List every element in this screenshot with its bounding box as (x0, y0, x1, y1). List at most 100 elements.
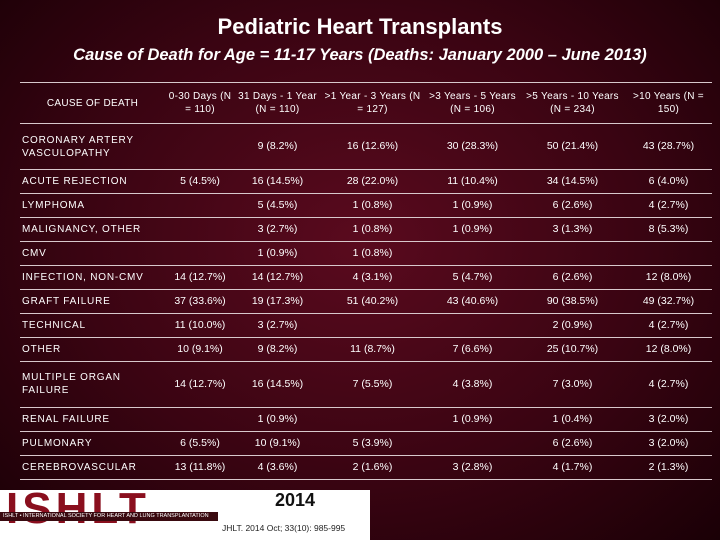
cell: >3 Years - 5 Years (N = 106) (425, 82, 520, 124)
cell: 4 (3.8%) (425, 360, 520, 409)
cell: 1 (0.8%) (320, 193, 425, 219)
cell (320, 312, 425, 338)
cell: 28 (22.0%) (320, 169, 425, 195)
cell: 14 (12.7%) (165, 265, 235, 290)
row-label: INFECTION, NON-CMV (20, 265, 165, 290)
cell: 51 (40.2%) (320, 288, 425, 314)
cell: 12 (8.0%) (625, 265, 712, 290)
cell: 1 (0.9%) (235, 241, 320, 267)
table-row: MALIGNANCY, OTHER 3 (2.7%) 1 (0.8%) 1 (0.9%… (20, 217, 712, 243)
cell: 16 (12.6%) (320, 122, 425, 171)
cell (425, 430, 520, 456)
cell: 10 (9.1%) (235, 430, 320, 456)
cell: 9 (8.2%) (235, 122, 320, 171)
cell: 4 (2.7%) (625, 193, 712, 219)
table-row: CMV 1 (0.9%) 1 (0.8%) (20, 241, 712, 267)
cell: 5 (4.7%) (425, 265, 520, 290)
row-label: CMV (20, 241, 165, 267)
table-row: GRAFT FAILURE 37 (33.6%) 19 (17.3%) 51 (40.… (20, 288, 712, 314)
table-row: CEREBROVASCULAR 13 (11.8%) 4 (3.6%) 2 (1.6%… (20, 454, 712, 481)
cell: 6 (5.5%) (165, 430, 235, 456)
cell (165, 217, 235, 243)
cell: 11 (10.4%) (425, 169, 520, 195)
row-label: PULMONARY (20, 430, 165, 456)
cell: 1 (0.8%) (320, 217, 425, 243)
cell: 3 (2.7%) (235, 312, 320, 338)
cell: 1 (0.8%) (320, 241, 425, 267)
cell: 14 (12.7%) (165, 360, 235, 409)
subtitle: Cause of Death for Age = 11-17 Years (De… (73, 46, 647, 64)
cell: 6 (2.6%) (520, 193, 625, 219)
cell: 4 (2.7%) (625, 312, 712, 338)
cell: 5 (4.5%) (235, 193, 320, 219)
data-table: CAUSE OF DEATH 0-30 Days (N = 110) 31 Days… (20, 82, 712, 481)
citation: JHLT. 2014 Oct; 33(10): 985-995 (222, 523, 346, 533)
table-row: OTHER 10 (9.1%) 9 (8.2%) 11 (8.7%) 7 (6.6%) 2… (20, 336, 712, 362)
table-row: INFECTION, NON-CMV 14 (12.7%) 14 (12.7%) 4 … (20, 265, 712, 290)
header-row: CAUSE OF DEATH 0-30 Days (N = 110) 31 Days… (20, 82, 712, 124)
cell: 11 (10.0%) (165, 312, 235, 338)
row-label: MULTIPLE ORGAN FAILURE (20, 360, 165, 409)
row-label: LYMPHOMA (20, 193, 165, 219)
cell: 0-30 Days (N = 110) (165, 82, 235, 124)
cell (520, 241, 625, 267)
cell: 16 (14.5%) (235, 360, 320, 409)
cell: 4 (3.1%) (320, 265, 425, 290)
cell: 4 (3.6%) (235, 454, 320, 481)
cell: 49 (32.7%) (625, 288, 712, 314)
cell (320, 407, 425, 432)
cell: 3 (1.3%) (520, 217, 625, 243)
cell: 19 (17.3%) (235, 288, 320, 314)
row-label: CAUSE OF DEATH (20, 82, 165, 124)
cell: 1 (0.4%) (520, 407, 625, 432)
cell: 11 (8.7%) (320, 336, 425, 362)
table-row: TECHNICAL 11 (10.0%) 3 (2.7%) 2 (0.9%) 4 (2.… (20, 312, 712, 338)
cell: 6 (2.6%) (520, 265, 625, 290)
row-label: RENAL FAILURE (20, 407, 165, 432)
row-label: CEREBROVASCULAR (20, 454, 165, 481)
year: 2014 (274, 490, 316, 510)
cell: 37 (33.6%) (165, 288, 235, 314)
cell: 10 (9.1%) (165, 336, 235, 362)
cell: 6 (4.0%) (625, 169, 712, 195)
society-name: ISHLT • INTERNATIONAL SOCIETY FOR HEART … (0, 512, 218, 521)
cell: 7 (3.0%) (520, 360, 625, 409)
cell: 90 (38.5%) (520, 288, 625, 314)
table-row: LYMPHOMA 5 (4.5%) 1 (0.8%) 1 (0.9%) 6 (2.6%)… (20, 193, 712, 219)
cell: 4 (2.7%) (625, 360, 712, 409)
cell (425, 241, 520, 267)
cell: 1 (0.9%) (425, 217, 520, 243)
cell: 6 (2.6%) (520, 430, 625, 456)
cell: 1 (0.9%) (425, 407, 520, 432)
cell (425, 312, 520, 338)
cell (625, 241, 712, 267)
row-label: CORONARY ARTERY VASCULOPATHY (20, 122, 165, 171)
row-label: TECHNICAL (20, 312, 165, 338)
cell: 4 (1.7%) (520, 454, 625, 481)
cell: 16 (14.5%) (235, 169, 320, 195)
cell: 2 (0.9%) (520, 312, 625, 338)
cell (165, 407, 235, 432)
cell: 43 (40.6%) (425, 288, 520, 314)
row-label: OTHER (20, 336, 165, 362)
cell: >5 Years - 10 Years (N = 234) (520, 82, 625, 124)
cell (165, 122, 235, 171)
cell: 8 (5.3%) (625, 217, 712, 243)
logo: ISHLT (6, 484, 150, 533)
cell: 31 Days - 1 Year (N = 110) (235, 82, 320, 124)
cell: 5 (3.9%) (320, 430, 425, 456)
cell: 3 (2.7%) (235, 217, 320, 243)
row-label: GRAFT FAILURE (20, 288, 165, 314)
cell: 43 (28.7%) (625, 122, 712, 171)
cell: 9 (8.2%) (235, 336, 320, 362)
footer: ISHLT ISHLT • INTERNATIONAL SOCIETY FOR … (0, 484, 370, 540)
cell: 13 (11.8%) (165, 454, 235, 481)
table-row: RENAL FAILURE 1 (0.9%) 1 (0.9%) 1 (0.4%) 3 (… (20, 407, 712, 432)
row-label: ACUTE REJECTION (20, 169, 165, 195)
cell: >10 Years (N = 150) (625, 82, 712, 124)
table-row: PULMONARY 6 (5.5%) 10 (9.1%) 5 (3.9%) 6 (2.6… (20, 430, 712, 456)
table-row: CORONARY ARTERY VASCULOPATHY 9 (8.2%) 16 (… (20, 122, 712, 171)
cell: 1 (0.9%) (425, 193, 520, 219)
title: Pediatric Heart Transplants (217, 14, 503, 39)
